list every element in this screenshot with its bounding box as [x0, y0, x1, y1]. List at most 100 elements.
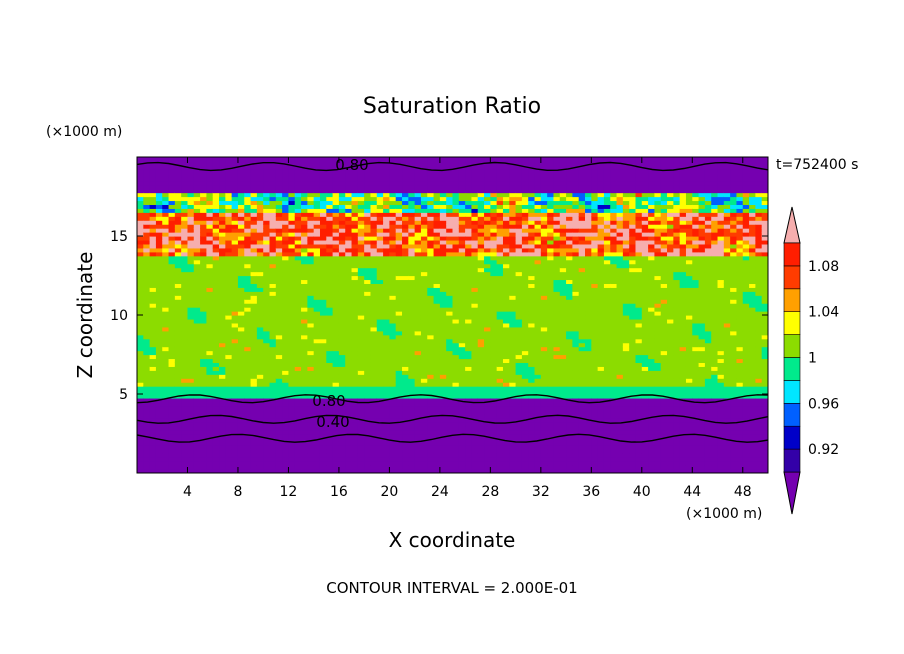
- heatmap-cell: [231, 157, 239, 162]
- heatmap-cell: [275, 413, 283, 419]
- heatmap-cell: [187, 354, 195, 360]
- heatmap-cell: [515, 417, 523, 423]
- heatmap-cell: [219, 212, 226, 217]
- heatmap-cell: [244, 413, 252, 419]
- heatmap-cell: [275, 326, 283, 332]
- heatmap-cell: [370, 283, 378, 288]
- heatmap-cell: [433, 401, 441, 407]
- heatmap-cell: [225, 449, 233, 454]
- heatmap-cell: [307, 445, 315, 450]
- heatmap-cell: [376, 342, 384, 348]
- heatmap-cell: [332, 263, 340, 269]
- heatmap-cell: [515, 184, 523, 190]
- heatmap-cell: [338, 366, 346, 371]
- heatmap-cell: [168, 228, 176, 233]
- heatmap-cell: [439, 461, 447, 466]
- heatmap-cell: [219, 453, 226, 458]
- heatmap-cell: [395, 180, 403, 186]
- heatmap-cell: [174, 263, 182, 269]
- heatmap-cell: [237, 188, 245, 194]
- heatmap-cell: [250, 247, 258, 253]
- heatmap-cell: [231, 397, 239, 403]
- heatmap-cell: [383, 212, 390, 217]
- heatmap-cell: [395, 433, 403, 439]
- heatmap-cell: [370, 382, 378, 387]
- heatmap-cell: [301, 382, 308, 387]
- heatmap-cell: [244, 429, 252, 435]
- heatmap-cell: [490, 180, 498, 186]
- heatmap-cell: [231, 315, 239, 320]
- heatmap-cell: [162, 299, 170, 304]
- heatmap-cell: [263, 350, 271, 356]
- heatmap-cell: [294, 437, 302, 442]
- heatmap-cell: [307, 247, 315, 253]
- heatmap-cell: [193, 322, 201, 328]
- heatmap-cell: [319, 318, 327, 324]
- heatmap-cell: [484, 469, 491, 473]
- heatmap-cell: [206, 204, 214, 209]
- heatmap-cell: [383, 267, 390, 273]
- heatmap-cell: [509, 362, 517, 367]
- heatmap-cell: [465, 449, 473, 454]
- heatmap-cell: [471, 409, 479, 415]
- heatmap-cell: [402, 287, 409, 292]
- heatmap-cell: [313, 291, 321, 296]
- heatmap-cell: [502, 220, 510, 225]
- heatmap-cell: [288, 232, 296, 237]
- heatmap-cell: [225, 216, 233, 221]
- heatmap-cell: [351, 413, 359, 419]
- heatmap-cell: [509, 465, 517, 470]
- heatmap-cell: [219, 255, 226, 261]
- heatmap-cell: [515, 409, 523, 415]
- heatmap-cell: [502, 441, 510, 446]
- heatmap-cell: [168, 311, 176, 316]
- heatmap-cell: [433, 160, 441, 166]
- heatmap-cell: [471, 465, 479, 470]
- heatmap-cell: [155, 259, 163, 265]
- heatmap-cell: [357, 346, 365, 352]
- heatmap-cell: [515, 437, 523, 442]
- heatmap-cell: [433, 192, 441, 198]
- heatmap-cell: [225, 370, 233, 375]
- heatmap-cell: [282, 275, 290, 281]
- heatmap-cell: [294, 220, 302, 225]
- heatmap-cell: [465, 283, 473, 288]
- heatmap-cell: [326, 334, 334, 340]
- heatmap-cell: [244, 224, 252, 229]
- heatmap-cell: [521, 457, 529, 462]
- heatmap-cell: [484, 421, 491, 427]
- heatmap-cell: [496, 421, 504, 427]
- heatmap-cell: [225, 378, 233, 383]
- heatmap-cell: [521, 409, 529, 415]
- heatmap-cell: [370, 287, 378, 292]
- heatmap-cell: [433, 417, 441, 423]
- heatmap-cell: [162, 334, 170, 340]
- heatmap-cell: [364, 204, 372, 209]
- heatmap-cell: [509, 382, 517, 387]
- heatmap-cell: [200, 374, 208, 379]
- heatmap-cell: [294, 469, 302, 473]
- heatmap-cell: [244, 358, 252, 363]
- heatmap-cell: [326, 160, 334, 166]
- heatmap-cell: [143, 307, 151, 312]
- heatmap-cell: [193, 295, 201, 300]
- heatmap-cell: [439, 417, 447, 423]
- heatmap-cell: [439, 370, 447, 375]
- heatmap-cell: [143, 275, 151, 281]
- heatmap-cell: [351, 216, 359, 221]
- heatmap-cell: [452, 326, 460, 332]
- heatmap-cell: [313, 247, 321, 253]
- heatmap-cell: [389, 204, 397, 209]
- heatmap-cell: [225, 208, 233, 213]
- heatmap-cell: [307, 382, 315, 387]
- heatmap-cell: [345, 433, 353, 439]
- heatmap-cell: [439, 362, 447, 367]
- heatmap-cell: [174, 287, 182, 292]
- heatmap-cell: [351, 334, 359, 340]
- heatmap-cell: [357, 188, 365, 194]
- heatmap-cell: [471, 287, 479, 292]
- heatmap-cell: [250, 405, 258, 411]
- heatmap-cell: [496, 303, 504, 308]
- heatmap-cell: [168, 386, 176, 391]
